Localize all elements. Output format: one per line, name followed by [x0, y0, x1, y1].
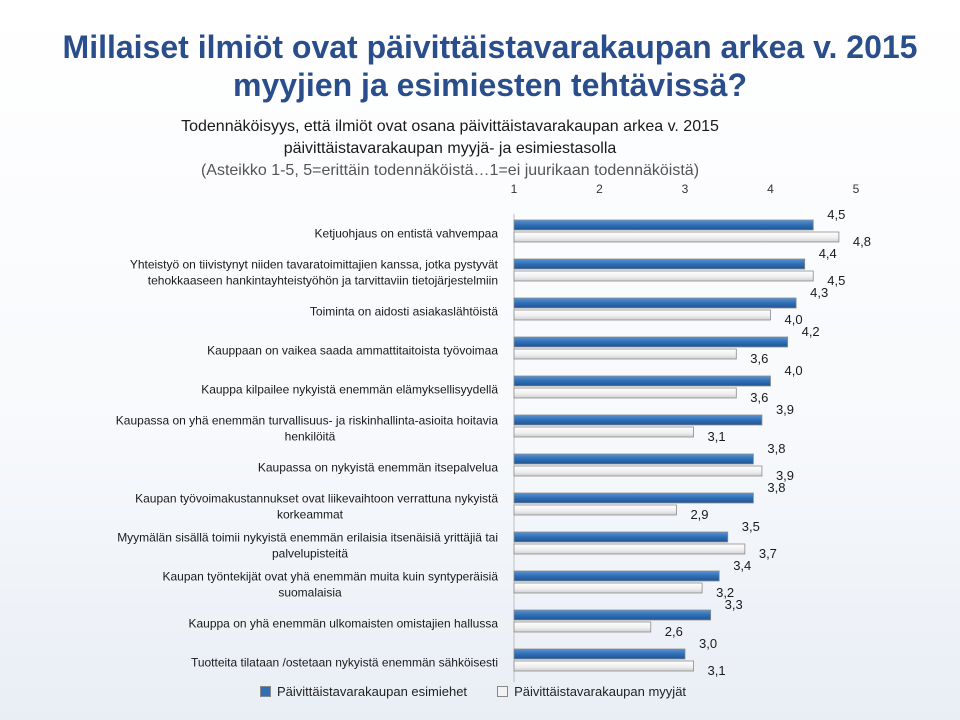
- data-label-myyjat: 4,0: [785, 312, 803, 327]
- bar-myyjat: [513, 543, 746, 555]
- bar-esimiehet: [513, 375, 771, 387]
- category-label: palvelupisteitä: [272, 547, 348, 561]
- category-label: Kaupan työvoimakustannukset ovat liikeva…: [135, 492, 498, 506]
- data-label-esimiehet: 3,3: [725, 597, 743, 612]
- data-label-esimiehet: 3,0: [699, 636, 717, 651]
- data-label-myyjat: 3,1: [708, 429, 726, 444]
- x-tick-label: 3: [682, 182, 689, 196]
- x-tick-label: 4: [767, 182, 774, 196]
- data-label-esimiehet: 4,0: [785, 363, 803, 378]
- category-label: Myymälän sisällä toimii nykyistä enemmän…: [117, 531, 498, 545]
- x-tick-label: 2: [596, 182, 603, 196]
- bar-myyjat: [513, 504, 677, 516]
- category-label: Tuotteita tilataan /ostetaan nykyistä en…: [191, 656, 498, 670]
- subtitle-scale-note: (Asteikko 1-5, 5=erittäin todennäköistä……: [200, 162, 700, 179]
- category-label: tehokkaaseen hankintayhteistyöhön ja tar…: [148, 274, 498, 288]
- bar-myyjat: [513, 387, 737, 399]
- category-label: Kaupassa on nykyistä enemmän itsepalvelu…: [258, 461, 498, 475]
- category-label: Ketjuohjaus on entistä vahvempaa: [315, 227, 499, 241]
- category-label: Kauppa kilpailee nykyistä enemmän elämyk…: [201, 383, 498, 397]
- data-label-esimiehet: 4,3: [810, 285, 828, 300]
- subtitle-line-2: päivittäistavarakaupan myyjä- ja esimies…: [283, 140, 617, 157]
- bar-esimiehet: [513, 453, 754, 465]
- category-label: Yhteistyö on tiivistynyt niiden tavarato…: [130, 258, 499, 272]
- chart-subtitle: Todennäköisyys, että ilmiöt ovat osana p…: [130, 116, 770, 182]
- category-label: suomalaisia: [278, 586, 342, 600]
- data-label-myyjat: 3,2: [716, 585, 734, 600]
- data-label-myyjat: 3,6: [750, 351, 768, 366]
- bar-myyjat: [513, 309, 771, 321]
- data-label-esimiehet: 3,5: [742, 519, 760, 534]
- bar-myyjat: [513, 465, 763, 477]
- data-label-esimiehet: 3,8: [767, 480, 785, 495]
- data-label-esimiehet: 4,2: [802, 324, 820, 339]
- chart-title: Millaiset ilmiöt ovat päivittäistavaraka…: [0, 28, 960, 104]
- data-label-myyjat: 4,5: [827, 273, 845, 288]
- bar-myyjat: [513, 426, 694, 438]
- bar-esimiehet: [513, 258, 806, 270]
- bar-myyjat: [513, 582, 703, 594]
- category-label: henkilöitä: [285, 430, 336, 444]
- category-label: Kaupan työntekijät ovat yhä enemmän muit…: [162, 570, 498, 584]
- data-label-esimiehet: 4,5: [827, 207, 845, 222]
- data-label-myyjat: 3,7: [759, 546, 777, 561]
- bar-esimiehet: [513, 297, 797, 309]
- bar-esimiehet: [513, 336, 789, 348]
- category-label: Kaupassa on yhä enemmän turvallisuus- ja…: [116, 414, 499, 428]
- chart-title-line-1: Millaiset ilmiöt ovat päivittäistavaraka…: [62, 29, 918, 65]
- bar-myyjat: [513, 621, 652, 633]
- legend-item-esimiehet: Päivittäistavarakaupan esimiehet: [260, 684, 467, 699]
- category-label: Kauppaan on vaikea saada ammattitaitoist…: [207, 344, 498, 358]
- data-label-myyjat: 3,1: [708, 663, 726, 678]
- data-label-esimiehet: 3,9: [776, 402, 794, 417]
- bar-esimiehet: [513, 492, 754, 504]
- data-label-myyjat: 3,9: [776, 468, 794, 483]
- legend-label-esimiehet: Päivittäistavarakaupan esimiehet: [277, 684, 468, 699]
- bar-esimiehet: [513, 219, 814, 231]
- subtitle-line-1: Todennäköisyys, että ilmiöt ovat osana p…: [181, 118, 719, 135]
- bar-esimiehet: [513, 648, 686, 660]
- bar-myyjat: [513, 348, 737, 360]
- bar-esimiehet: [513, 414, 763, 426]
- data-label-esimiehet: 3,4: [733, 558, 751, 573]
- x-tick-label: 5: [853, 182, 860, 196]
- bar-esimiehet: [513, 609, 712, 621]
- x-tick-label: 1: [511, 182, 518, 196]
- legend-swatch-myyjat: [497, 686, 509, 697]
- legend-item-myyjat: Päivittäistavarakaupan myyjät: [497, 684, 686, 699]
- chart-title-line-2: myyjien ja esimiesten tehtävissä?: [232, 67, 748, 103]
- category-label: Toiminta on aidosti asiakaslähtöistä: [310, 305, 498, 319]
- data-label-myyjat: 3,6: [750, 390, 768, 405]
- data-label-myyjat: 4,8: [853, 234, 871, 249]
- data-label-myyjat: 2,9: [690, 507, 708, 522]
- bar-esimiehet: [513, 570, 720, 582]
- bar-myyjat: [513, 270, 814, 282]
- category-label: korkeammat: [277, 508, 344, 522]
- category-label: Kauppa on yhä enemmän ulkomaisten omista…: [188, 617, 498, 631]
- data-label-esimiehet: 3,8: [767, 441, 785, 456]
- data-label-myyjat: 2,6: [665, 624, 683, 639]
- legend-swatch-esimiehet: [260, 686, 271, 697]
- chart-legend: Päivittäistavarakaupan esimiehet Päivitt…: [260, 684, 686, 699]
- bar-myyjat: [513, 231, 840, 243]
- data-label-esimiehet: 4,4: [819, 246, 837, 261]
- legend-label-myyjat: Päivittäistavarakaupan myyjät: [514, 684, 687, 699]
- bar-esimiehet: [513, 531, 729, 543]
- bar-myyjat: [513, 660, 694, 672]
